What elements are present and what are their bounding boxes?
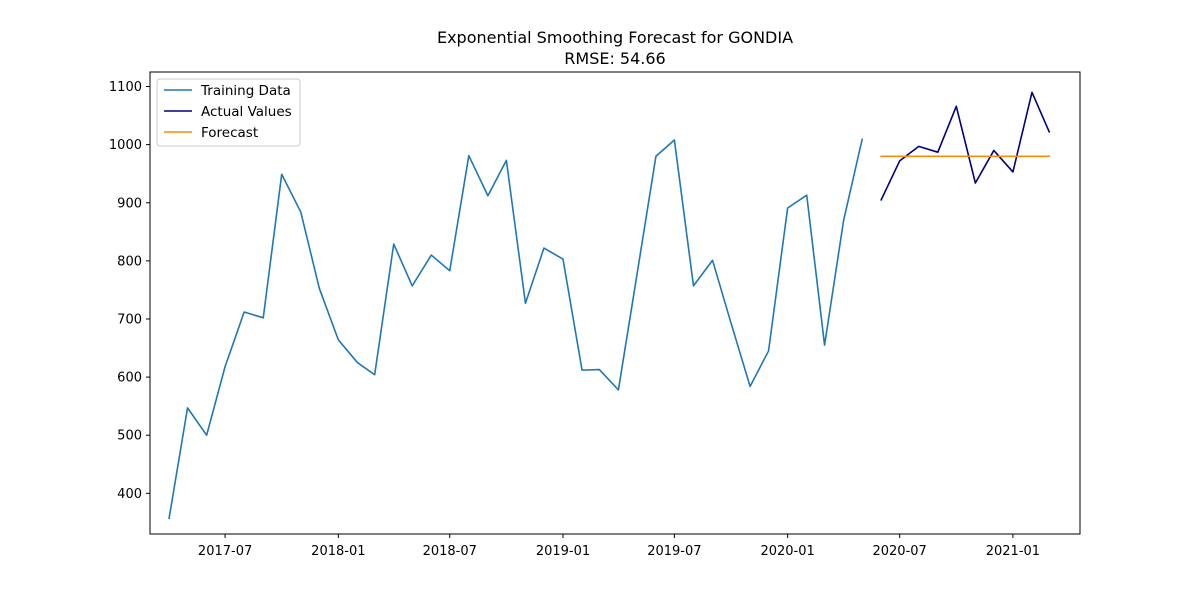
series-line-actual-values bbox=[880, 91, 1051, 201]
x-tick-label: 2019-01 bbox=[536, 544, 590, 559]
y-tick-label: 900 bbox=[117, 196, 142, 211]
legend-entry: Training Data bbox=[200, 83, 291, 99]
chart-subtitle: RMSE: 54.66 bbox=[564, 49, 665, 68]
legend-box bbox=[156, 78, 301, 147]
plot-area: 400 500 600 700 800 900 1000 1100 2017-07 2018-01… bbox=[109, 71, 1081, 559]
x-tick-label: 2018-01 bbox=[311, 544, 365, 559]
chart-title: Exponential Smoothing Forecast for GONDI… bbox=[437, 28, 793, 47]
x-tick-label: 2021-01 bbox=[986, 544, 1040, 559]
y-tick-label: 500 bbox=[117, 429, 142, 444]
x-tick-label: 2017-07 bbox=[198, 544, 252, 559]
x-tick-label: 2020-01 bbox=[760, 544, 814, 559]
y-tick-label: 1000 bbox=[109, 138, 142, 153]
y-tick-label: 800 bbox=[117, 254, 142, 269]
axes-frame bbox=[149, 71, 1081, 535]
x-tick-label: 2020-07 bbox=[872, 544, 926, 559]
y-tick-label: 600 bbox=[117, 371, 142, 386]
y-tick-label: 700 bbox=[117, 312, 142, 327]
legend-entry: Actual Values bbox=[201, 104, 292, 120]
series-line-training-data bbox=[168, 138, 864, 520]
y-tick-label: 1100 bbox=[109, 80, 142, 95]
x-tick-label: 2019-07 bbox=[647, 544, 701, 559]
legend: Training Data Actual Values Forecast bbox=[156, 78, 301, 147]
y-tick-label: 400 bbox=[117, 487, 142, 502]
legend-entry: Forecast bbox=[201, 125, 258, 141]
x-tick-label: 2018-07 bbox=[423, 544, 477, 559]
